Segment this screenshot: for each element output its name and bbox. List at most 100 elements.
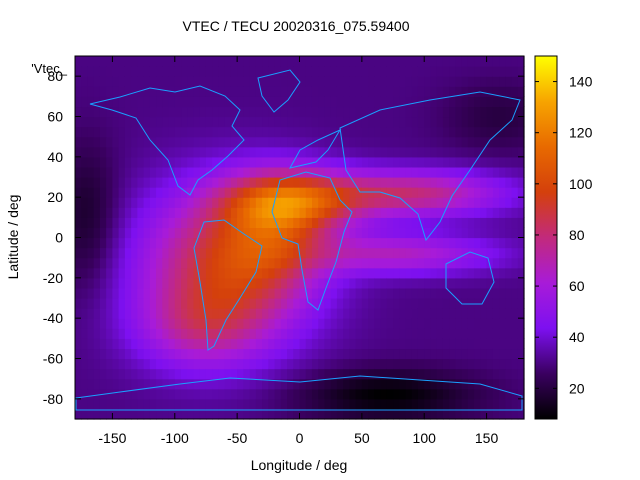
heat-cell [218, 217, 226, 229]
heat-cell [174, 217, 182, 229]
heat-cell [361, 247, 369, 259]
heat-cell [81, 388, 89, 400]
heat-cell [75, 368, 82, 380]
heat-cell [442, 177, 450, 188]
heat-cell [318, 156, 326, 168]
heat-cell [467, 106, 475, 118]
heat-cell [262, 358, 269, 370]
heat-cell [480, 318, 488, 329]
heat-cell [124, 166, 132, 178]
heat-cell [505, 257, 513, 269]
heat-cell [405, 116, 413, 128]
heat-cell [218, 277, 226, 289]
heat-cell [75, 106, 82, 118]
heat-cell [293, 378, 301, 390]
heat-cell [205, 126, 213, 138]
heat-cell [112, 217, 120, 229]
heat-cell [87, 126, 95, 138]
heat-cell [336, 388, 344, 400]
heat-cell [324, 66, 332, 77]
heat-cell [205, 398, 213, 410]
heat-cell [287, 318, 294, 329]
heat-cell [287, 136, 294, 148]
heat-cell [255, 388, 263, 400]
heat-cell [511, 66, 519, 77]
heat-cell [287, 408, 294, 420]
heat-cell [149, 56, 157, 67]
heat-cell [99, 267, 107, 279]
heat-cell [480, 237, 488, 249]
heat-cell [455, 146, 463, 158]
heat-cell [486, 207, 494, 218]
heat-cell [112, 197, 120, 208]
heat-cell [87, 408, 95, 420]
heat-cell [174, 368, 182, 380]
heat-cell [492, 247, 500, 259]
heat-cell [343, 116, 350, 128]
heat-cell [368, 197, 375, 208]
heat-cell [143, 287, 151, 299]
heat-cell [93, 257, 101, 269]
heat-cell [112, 398, 120, 410]
heat-cell [368, 398, 375, 410]
heat-cell [436, 76, 444, 87]
heat-cell [455, 197, 463, 208]
heat-cell [106, 328, 114, 339]
heat-cell [137, 106, 145, 118]
heat-cell [467, 237, 475, 249]
heat-cell [368, 328, 375, 339]
heat-cell [411, 126, 419, 138]
heat-cell [374, 86, 382, 97]
heat-cell [505, 116, 513, 128]
heat-cell [75, 136, 82, 148]
heat-cell [193, 318, 201, 329]
heat-cell [517, 207, 525, 218]
heat-cell [224, 136, 232, 148]
heat-cell [393, 237, 400, 249]
heat-cell [156, 56, 163, 67]
heat-cell [81, 227, 89, 239]
heat-cell [467, 217, 475, 229]
heat-cell [174, 267, 182, 279]
heat-cell [287, 287, 294, 299]
heat-cell [262, 166, 269, 178]
heat-cell [318, 237, 326, 249]
heat-cell [274, 277, 282, 289]
heat-cell [499, 267, 506, 279]
heat-cell [368, 287, 375, 299]
heat-cell [449, 277, 457, 289]
heat-cell [474, 227, 481, 239]
heat-cell [499, 378, 506, 390]
heat-cell [218, 257, 226, 269]
heat-cell [461, 207, 469, 218]
heat-cell [199, 207, 207, 218]
heat-cell [168, 227, 176, 239]
heat-cell [143, 398, 151, 410]
heat-cell [274, 146, 282, 158]
heat-cell [124, 86, 132, 97]
heat-cell [380, 66, 388, 77]
heat-cell [467, 177, 475, 188]
heat-cell [461, 136, 469, 148]
heat-cell [374, 177, 382, 188]
heat-cell [199, 348, 207, 360]
heat-cell [237, 136, 244, 148]
heat-cell [106, 318, 114, 329]
heat-cell [511, 116, 519, 128]
heat-cell [118, 318, 126, 329]
heat-cell [305, 156, 313, 168]
heat-cell [336, 207, 344, 218]
heat-cell [505, 247, 513, 259]
heat-cell [287, 217, 294, 229]
heat-cell [486, 247, 494, 259]
heat-cell [237, 86, 244, 97]
heat-cell [249, 106, 257, 118]
heat-cell [137, 348, 145, 360]
heatmap-cells [75, 56, 525, 420]
heat-cell [393, 126, 400, 138]
heat-cell [187, 287, 195, 299]
heat-cell [374, 368, 382, 380]
heat-cell [417, 398, 425, 410]
heat-cell [237, 227, 244, 239]
heat-cell [517, 338, 525, 350]
